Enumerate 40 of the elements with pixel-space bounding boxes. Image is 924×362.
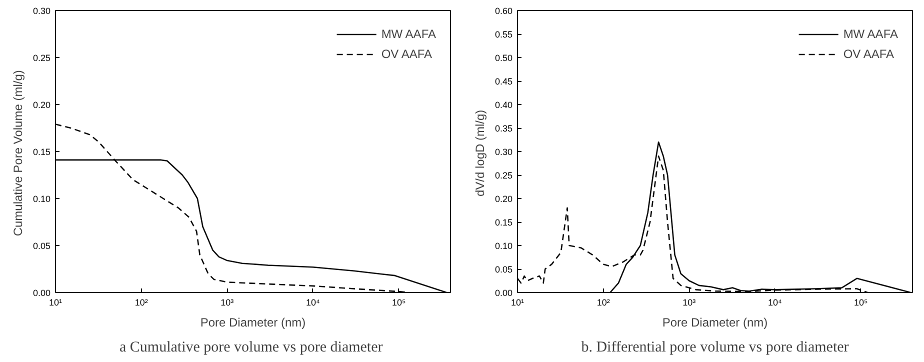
x-tick-label: 10²: [134, 298, 148, 308]
x-tick-label: 10⁴: [306, 298, 320, 308]
y-tick-label: 0.25: [32, 53, 51, 63]
y-tick-label: 0.50: [494, 53, 513, 63]
y-tick-label: 0.25: [494, 170, 513, 180]
x-axis-title: Pore Diameter (nm): [200, 316, 306, 330]
legend-label: MW AAFA: [843, 27, 898, 41]
text: b. Differential pore volume vs pore diameter: [581, 340, 849, 356]
y-tick-label: 0.05: [494, 264, 513, 274]
y-tick-label: 0.20: [494, 194, 513, 204]
y-tick-label: 0.10: [32, 194, 51, 204]
legend-label: OV AAFA: [381, 47, 432, 61]
y-tick-label: 0.30: [494, 147, 513, 157]
y-tick-label: 0.60: [494, 6, 513, 16]
y-tick-label: 0.10: [494, 241, 513, 251]
y-tick-label: 0.05: [32, 241, 51, 251]
y-tick-label: 0.00: [494, 288, 513, 298]
y-tick-label: 0.20: [32, 100, 51, 110]
y-tick-label: 0.15: [32, 147, 51, 157]
x-tick-label: 10¹: [48, 298, 62, 308]
y-axis-title: Cumulative Pore Volume (ml/g): [10, 70, 25, 236]
x-tick-label: 10⁵: [854, 298, 868, 308]
x-tick-label: 10²: [596, 298, 610, 308]
y-tick-label: 0.00: [32, 288, 51, 298]
text: a Cumulative pore volume vs pore diameter: [120, 340, 383, 356]
x-tick-label: 10³: [682, 298, 696, 308]
x-axis-title: Pore Diameter (nm): [662, 316, 768, 330]
y-tick-label: 0.40: [494, 100, 513, 110]
y-tick-label: 0.15: [494, 218, 513, 228]
legend-label: MW AAFA: [381, 27, 436, 41]
x-tick-label: 10¹: [510, 298, 524, 308]
x-tick-label: 10⁵: [392, 298, 406, 308]
legend-label: OV AAFA: [843, 47, 894, 61]
y-tick-label: 0.35: [494, 124, 513, 134]
y-tick-label: 0.55: [494, 30, 513, 40]
y-axis-title: dV/d logD (ml/g): [472, 110, 487, 197]
y-tick-label: 0.45: [494, 76, 513, 86]
x-tick-label: 10³: [220, 298, 234, 308]
x-tick-label: 10⁴: [768, 298, 782, 308]
y-tick-label: 0.30: [32, 6, 51, 16]
